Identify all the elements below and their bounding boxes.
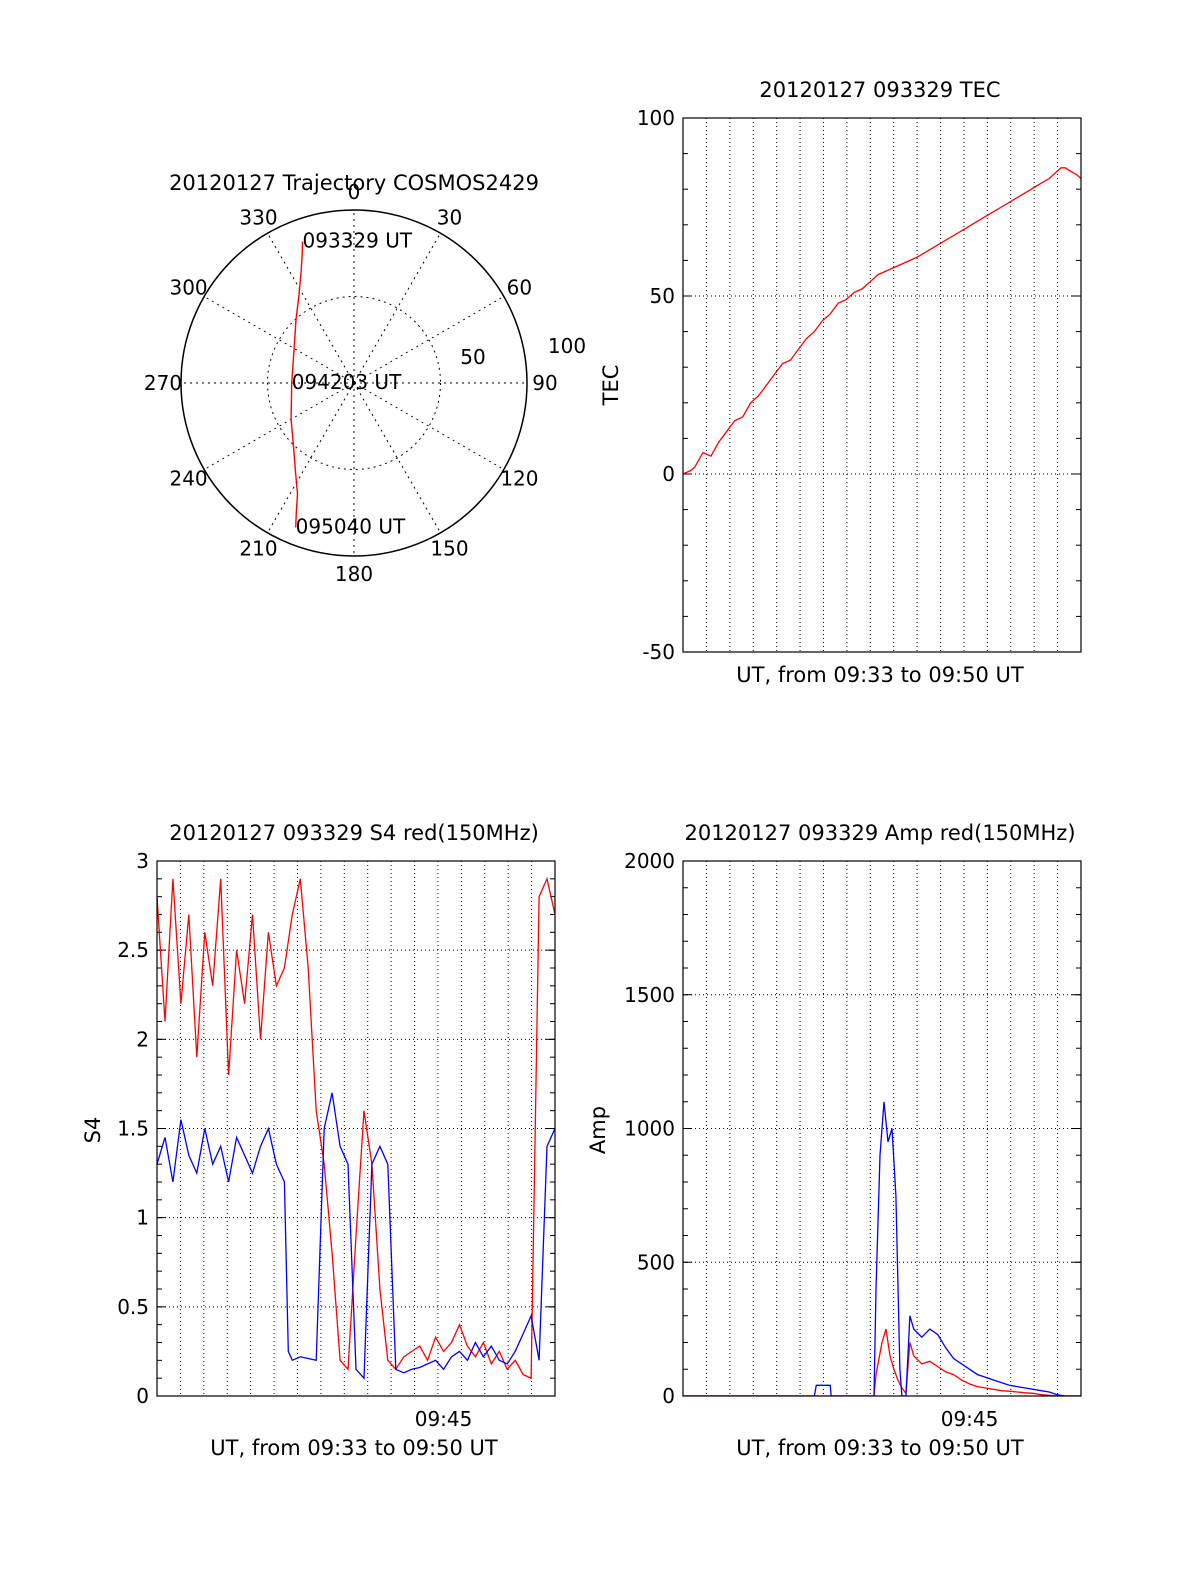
trajectory-spoke — [353, 232, 441, 384]
trajectory-spoke — [353, 382, 441, 534]
tec-ytick-label: 0 — [662, 462, 675, 486]
s4-ytick-label: 0 — [136, 1384, 149, 1408]
amp-line-blue — [683, 1101, 1081, 1396]
amp-ytick-label: 1000 — [624, 1117, 675, 1141]
s4-x-axis-label: UT, from 09:33 to 09:50 UT — [210, 1436, 498, 1460]
trajectory-spoke — [203, 296, 355, 384]
amp-line-red — [683, 1328, 1081, 1396]
tec-ytick-label: 100 — [637, 106, 675, 130]
trajectory-azimuth-label: 30 — [437, 206, 462, 230]
s4-ytick-label: 2 — [136, 1027, 149, 1051]
s4-ytick-label: 0.5 — [117, 1295, 149, 1319]
trajectory-azimuth-label: 270 — [144, 371, 182, 395]
amp-frame — [682, 860, 1082, 1397]
s4-line-blue — [157, 1092, 555, 1380]
trajectory-azimuth-label: 150 — [430, 536, 468, 560]
trajectory-time-annotation: 093329 UT — [303, 229, 413, 253]
trajectory-azimuth-label: 180 — [335, 562, 373, 586]
amp-ytick-label: 2000 — [624, 849, 675, 873]
trajectory-series — [290, 241, 304, 528]
trajectory-annotations: 093329 UT 094203 UT 095040 UT — [292, 229, 413, 539]
s4-y-axis-label: S4 — [81, 1117, 105, 1144]
trajectory-azimuth-label: 120 — [500, 467, 538, 491]
trajectory-spoke — [353, 296, 505, 384]
amp-xtick-label: 09:45 — [941, 1407, 999, 1431]
amp-title: 20120127 093329 Amp red(150MHz) — [684, 821, 1075, 845]
tec-title: 20120127 093329 TEC — [759, 78, 1000, 102]
amp-ytick-label: 0 — [662, 1384, 675, 1408]
s4-xtick-label: 09:45 — [415, 1407, 473, 1431]
s4-series — [157, 876, 555, 1380]
trajectory-time-annotation: 094203 UT — [292, 370, 402, 394]
trajectory-title: 20120127 Trajectory COSMOS2429 — [169, 171, 539, 195]
trajectory-panel: 20120127 Trajectory COSMOS2429 0 30 60 90 12… — [144, 171, 586, 586]
tec-series — [683, 167, 1081, 475]
s4-ytick-label: 2.5 — [117, 938, 149, 962]
trajectory-spoke — [203, 382, 355, 470]
trajectory-azimuth-labels: 0 30 60 90 120 150 180 210 240 270 300 330 — [144, 180, 558, 586]
amp-x-axis-label: UT, from 09:33 to 09:50 UT — [736, 1436, 1024, 1460]
tec-ytick-label: 50 — [650, 284, 675, 308]
amp-ytick-label: 1500 — [624, 983, 675, 1007]
trajectory-grid — [180, 209, 528, 557]
trajectory-spoke — [267, 382, 355, 534]
s4-ytick-label: 3 — [136, 849, 149, 873]
amp-y-axis-label: Amp — [586, 1106, 610, 1154]
amp-series — [683, 1101, 1081, 1396]
trajectory-radial-labels: 50 100 — [460, 334, 586, 369]
trajectory-ring-50 — [267, 296, 441, 470]
trajectory-azimuth-label: 330 — [239, 206, 277, 230]
trajectory-radial-label: 100 — [548, 334, 586, 358]
tec-ytick-label: -50 — [642, 640, 675, 664]
s4-line-red — [157, 876, 555, 1380]
s4-ytick-label: 1.5 — [117, 1117, 149, 1141]
tec-y-axis-label: TEC — [599, 365, 623, 407]
trajectory-outer-circle — [180, 209, 528, 557]
trajectory-radial-label: 50 — [460, 345, 485, 369]
tec-frame — [682, 117, 1082, 653]
trajectory-azimuth-label: 210 — [239, 536, 277, 560]
tec-x-axis-label: UT, from 09:33 to 09:50 UT — [736, 663, 1024, 687]
trajectory-spoke — [353, 382, 505, 470]
s4-frame — [156, 860, 556, 1397]
s4-title: 20120127 093329 S4 red(150MHz) — [169, 821, 539, 845]
trajectory-spoke — [267, 232, 355, 384]
trajectory-azimuth-label: 60 — [507, 276, 532, 300]
tec-line-red — [683, 167, 1081, 475]
trajectory-line — [290, 241, 304, 528]
s4-panel: 20120127 093329 S4 red(150MHz) UT, from … — [81, 821, 556, 1460]
amp-panel: 20120127 093329 Amp red(150MHz) UT, from… — [586, 821, 1082, 1460]
trajectory-azimuth-label: 0 — [348, 180, 361, 204]
amp-ytick-label: 500 — [637, 1250, 675, 1274]
trajectory-azimuth-label: 240 — [169, 467, 207, 491]
trajectory-azimuth-label: 90 — [532, 371, 557, 395]
tec-panel: 20120127 093329 TEC UT, from 09:33 to 09… — [599, 78, 1082, 687]
s4-ytick-label: 1 — [136, 1206, 149, 1230]
trajectory-azimuth-label: 300 — [169, 276, 207, 300]
trajectory-time-annotation: 095040 UT — [296, 514, 406, 538]
